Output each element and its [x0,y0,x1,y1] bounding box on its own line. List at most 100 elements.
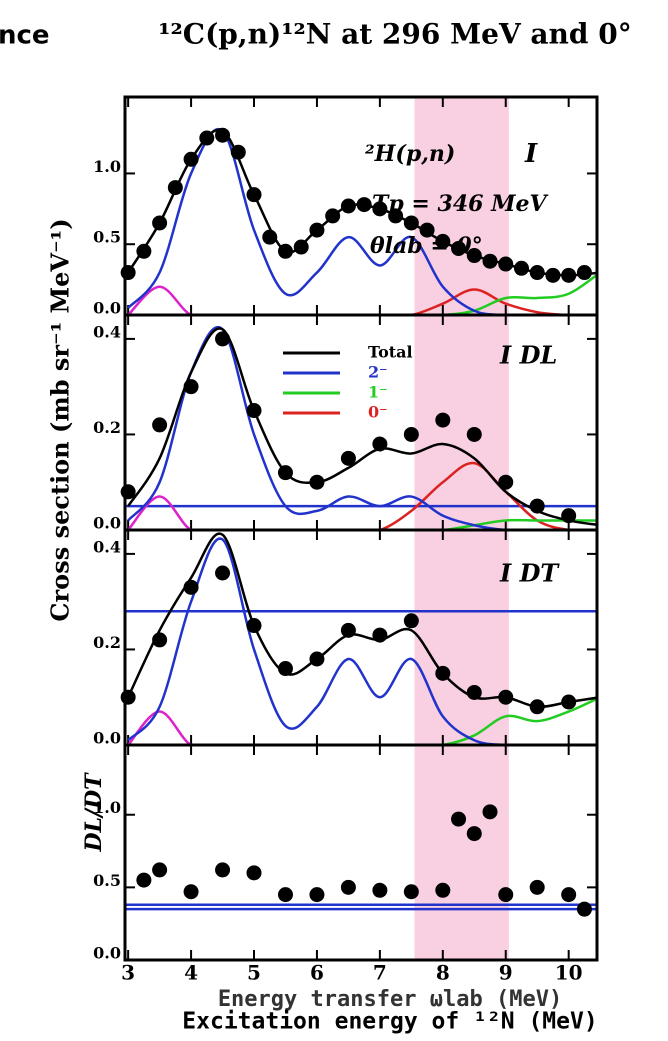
y-tick-label: 1.0 [93,798,121,817]
x-tick-label: 10 [555,961,583,985]
data-point [435,665,451,681]
data-point [246,865,262,881]
curve [128,697,597,745]
data-point [215,565,231,581]
y-tick-label: 0.2 [93,633,121,652]
x-tick-label: 9 [499,961,513,985]
data-point [545,267,561,283]
data-point [561,887,577,903]
legend-label: 0⁻ [368,403,388,422]
data-point [466,248,482,264]
x-tick-label: 4 [184,961,198,985]
data-point [513,260,529,276]
data-point [277,465,293,481]
data-point [120,265,136,281]
x-axis-label: Excitation energy of ¹²N (MeV) [182,1009,597,1035]
data-point [435,233,451,249]
data-point [435,882,451,898]
data-point [482,804,498,820]
data-point [529,265,545,281]
x-tick-label: 7 [373,961,387,985]
x-axis-label-2: Energy transfer ωlab (MeV) [218,987,562,1012]
data-point [152,417,168,433]
data-point [372,201,388,217]
data-point [215,127,231,143]
curve [128,288,597,315]
data-point [183,151,199,167]
data-point [136,872,152,888]
y-axis-label: Cross section (mb sr⁻¹ MeV⁻¹) [46,218,75,621]
data-point [293,239,309,255]
data-point [152,215,168,231]
data-point [325,208,341,224]
data-point [561,694,577,710]
panel: 0.0 0.5 1.0 ²H(p,n) I Tp = 346 MeV θlab = 0° [93,95,599,318]
curve [127,127,597,315]
data-point [183,379,199,395]
data-point [451,240,467,256]
figure-title: ¹²C(p,n)¹²N at 296 MeV and 0° [158,18,631,51]
data-point [561,267,577,283]
data-point [498,256,514,272]
data-point [152,862,168,878]
data-point [277,887,293,903]
x-tick-label: 6 [310,961,324,985]
data-point [576,901,592,917]
data-point [466,684,482,700]
data-point [466,426,482,442]
data-point [482,253,498,269]
data-point [277,243,293,259]
curve [127,537,597,745]
x-tick-label: 5 [247,961,261,985]
data-point [451,811,467,827]
data-point [529,879,545,895]
data-point [498,689,514,705]
annotation: I DL [499,341,557,370]
data-point [403,215,419,231]
data-point [215,331,231,347]
annotation: ²H(p,n) [365,141,455,167]
data-point [498,887,514,903]
data-point [309,887,325,903]
data-point [183,884,199,900]
curve [127,327,597,527]
data-point [183,579,199,595]
curve [127,285,597,315]
y-tick-label: 0.0 [93,514,121,533]
annotation: I [524,139,538,169]
y-tick-label: 0.5 [93,871,121,890]
curve [128,273,597,315]
data-point [277,661,293,677]
data-point [340,879,356,895]
data-point [356,197,372,213]
data-point [309,651,325,667]
y-tick-label: 0.0 [93,299,121,318]
panel: 0.0 0.5 1.0 3 4 5 6 7 8 9 10 DL/DT [81,743,599,985]
curve [127,710,597,745]
data-point [372,436,388,452]
y-tick-label: 0.4 [93,322,121,341]
data-point [167,180,183,196]
data-point [403,426,419,442]
data-point [340,450,356,466]
annotation: I DT [499,559,560,588]
data-point [372,882,388,898]
x-tick-label: 8 [436,961,450,985]
data-point [340,622,356,638]
data-point [152,632,168,648]
data-point [262,229,278,245]
data-point [136,243,152,259]
legend-label: Total [368,343,413,362]
data-point [309,474,325,490]
data-point [561,508,577,524]
data-point [199,130,215,146]
panel: 0.0 0.2 0.4 I DT [93,528,599,748]
data-point [120,484,136,500]
data-point [372,627,388,643]
data-point [309,222,325,238]
data-point [403,884,419,900]
panel-y-label: DL/DT [81,772,107,853]
